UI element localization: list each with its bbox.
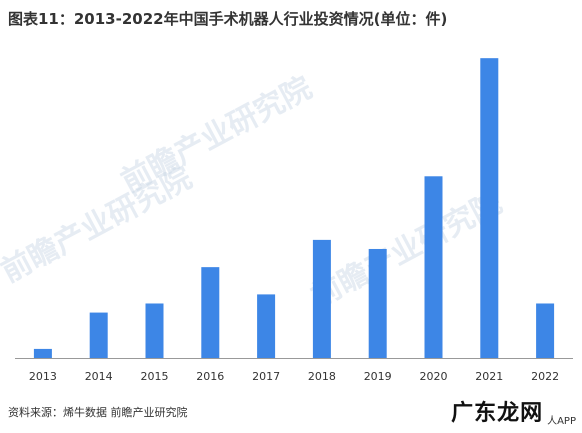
- bar-2017: [257, 294, 276, 358]
- x-tick-label: 2018: [308, 370, 336, 383]
- bar-2022: [536, 303, 555, 358]
- x-tick-label: 2022: [531, 370, 559, 383]
- x-tick-label: 2021: [475, 370, 503, 383]
- x-tick-label: 2014: [85, 370, 113, 383]
- chart-title: 图表11：2013-2022年中国手术机器人行业投资情况(单位：件): [8, 10, 448, 28]
- x-tick-label: 2019: [364, 370, 392, 383]
- bar-2021: [480, 58, 499, 359]
- x-tick-label: 2015: [141, 370, 169, 383]
- bar-2019: [368, 248, 387, 358]
- x-tick-label: 2017: [252, 370, 280, 383]
- bar-2016: [201, 267, 220, 358]
- source-note: 资料来源：烯牛数据 前瞻产业研究院: [8, 406, 188, 419]
- bar-2020: [424, 176, 443, 358]
- x-tick-label: 2020: [420, 370, 448, 383]
- x-tick-label: 2016: [196, 370, 224, 383]
- bar-2018: [312, 239, 331, 358]
- corner-watermark: 广东龙网 人APP: [451, 395, 576, 427]
- x-tick-label: 2013: [29, 370, 57, 383]
- bar-2015: [145, 303, 164, 358]
- corner-logo: 广东龙网: [451, 400, 544, 426]
- bar-2013: [33, 348, 52, 358]
- bar-2014: [89, 312, 108, 358]
- corner-sub: 人APP: [547, 416, 576, 427]
